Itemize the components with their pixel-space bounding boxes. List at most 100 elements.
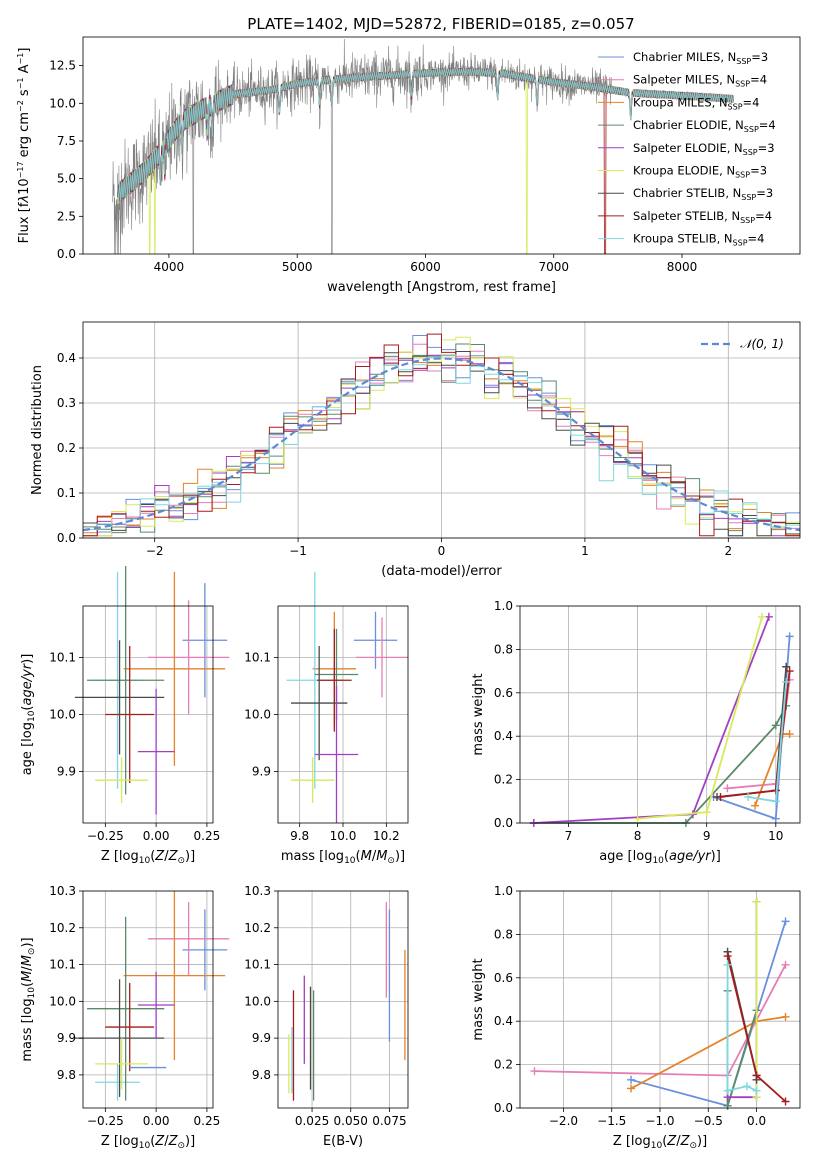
y-tick-label: 9.8 [252,1068,271,1082]
y-tick-label: 10.1 [244,650,271,664]
x-tick-label: 6000 [410,260,441,274]
x-tick-label: 7 [565,829,573,843]
y-tick-label: 0.3 [57,396,76,410]
x-axis-label: Z [log10(Z/Z⊙)] [613,1134,707,1151]
y-axis-label: mass [log10(M/M⊙)] [20,937,37,1061]
mass-weight-marker [702,808,711,817]
y-tick-label: 1.0 [494,599,513,613]
y-axis-label: Normed distribution [30,365,45,495]
y-axis-label: Flux [fλ10−17 erg cm−2 s−1 A−1] [16,48,32,244]
x-tick-label: 0.00 [143,829,170,843]
y-tick-label: 0.4 [494,729,513,743]
x-tick-label: −1.0 [645,1114,674,1128]
mass-weight-marker [781,917,790,926]
age-vs-mass-panel: 9.8 10.0 10.2 9.9 10.0 10.1 mass [log10(M/M⊙)] [244,571,409,866]
x-tick-label: −2.0 [549,1114,578,1128]
mass-weight-marker [781,1012,790,1021]
x-tick-label: 9.8 [290,829,309,843]
y-axis-label: age [log10(age/yr)] [20,654,37,776]
x-tick-label: 0.050 [334,1114,368,1128]
mass-weight-marker [771,814,780,823]
y-tick-label: 0.8 [494,927,513,941]
y-tick-label: 9.9 [252,1031,271,1045]
y-tick-label: 10.0 [244,994,271,1008]
y-tick-label: 9.8 [57,1068,76,1082]
mass-weight-marker [752,897,761,906]
mass-weight-marker [530,1067,539,1076]
y-tick-label: 0.4 [57,351,76,365]
x-tick-label: 0.25 [194,1114,221,1128]
mass-weight-marker [633,814,642,823]
x-tick-label: 0 [438,544,446,558]
y-tick-label: 0.2 [494,773,513,787]
mass-weight-marker [627,1075,636,1084]
y-tick-label: 0.2 [494,1058,513,1072]
mass-weight-marker [782,662,791,671]
y-tick-label: 10.1 [49,650,76,664]
y-tick-label: 0.6 [494,971,513,985]
x-tick-label: 2 [724,544,732,558]
y-tick-label: 10.0 [49,708,76,722]
x-tick-label: −0.5 [694,1114,723,1128]
x-tick-label: 0.00 [143,1114,170,1128]
y-tick-label: 0.4 [494,1014,513,1028]
x-tick-label: −1 [289,544,307,558]
y-tick-label: 0.0 [494,816,513,830]
mass-weight-marker [723,960,732,969]
y-tick-label: 0.0 [494,1101,513,1115]
mass-vs-EBV-panel: 0.025 0.050 0.075 9.8 9.9 10.0 10.1 10.2 10.3 E(B… [244,884,409,1149]
age-vs-Z-panel: −0.25 0.00 0.25 9.9 10.0 10.1 Z [log10(Z/Z⊙)] a… [20,566,230,866]
mass-weight-marker [723,1101,732,1110]
x-tick-label: −2 [146,544,164,558]
mass-weight-marker [723,784,732,793]
mass-weight-marker [785,730,794,739]
x-axis-label: age [log10(age/yr)] [599,849,721,866]
y-tick-label: 10.3 [244,884,271,898]
axes-frame [82,890,214,1109]
x-tick-label: 0.25 [194,829,221,843]
legend-label: Chabrier MILES, NSSP=3 [633,50,768,66]
normal-legend-label: 𝒩(0, 1) [740,337,784,351]
y-tick-label: 9.9 [57,765,76,779]
legend-label: Kroupa MILES, NSSP=4 [633,95,759,111]
mass-weight-marker [785,667,794,676]
x-axis-label: E(B-V) [323,1134,363,1149]
x-axis-label: mass [log10(M/M⊙)] [281,849,405,866]
legend-label: Chabrier ELODIE, NSSP=4 [633,118,776,134]
mass-weight-marker [723,952,732,961]
x-tick-label: 5000 [282,260,313,274]
y-tick-label: 9.9 [57,1031,76,1045]
y-tick-label: 1.0 [494,884,513,898]
legend-label: Salpeter MILES, NSSP=4 [633,73,767,89]
legend-label: Kroupa STELIB, NSSP=4 [633,232,764,248]
histogram-series [83,333,800,537]
mass-weight-vs-Z-panel: −2.0 −1.5 −1.0 −0.5 0.0 0.0 0.2 0.4 0.6 0.8 1.0 Z [… [471,884,801,1151]
y-tick-label: 10.1 [244,958,271,972]
y-tick-label: 12.5 [49,59,76,73]
mass-weight-marker [751,801,760,810]
mass-weight-marker [752,1086,761,1095]
axes-frame [82,36,801,255]
legend-label: Salpeter ELODIE, NSSP=3 [633,141,775,157]
y-tick-label: 10.0 [49,994,76,1008]
y-tick-label: 0.6 [494,686,513,700]
y-tick-label: 2.5 [57,209,76,223]
x-tick-label: −1.5 [597,1114,626,1128]
plot-layer: 4000 5000 6000 7000 80000.02.55.07.510.012.5… [16,36,801,1151]
mass-weight-series [726,964,757,1092]
mass-weight-marker [764,612,773,621]
x-tick-label: 8 [634,829,642,843]
spectrum-panel: 4000 5000 6000 7000 8000 0.0 2.5 5.0 7.5 10.0 12.5… [16,36,801,295]
y-tick-label: 0.0 [57,531,76,545]
y-tick-label: 10.0 [49,96,76,110]
mass-weight-marker [785,632,794,641]
y-tick-label: 9.9 [252,765,271,779]
residuals-panel: −2 −1 0 1 2 0.0 0.1 0.2 0.3 0.4 (data-model)/error… [30,321,801,579]
legend-label: Salpeter STELIB, NSSP=4 [633,209,772,225]
x-tick-label: 10 [768,829,783,843]
x-tick-label: −0.25 [87,1114,124,1128]
mass-weight-vs-age-panel: 7 8 9 10 0.0 0.2 0.4 0.6 0.8 1.0 age [log10(age/yr… [471,599,801,866]
mass-weight-marker [781,960,790,969]
y-tick-label: 10.0 [244,708,271,722]
